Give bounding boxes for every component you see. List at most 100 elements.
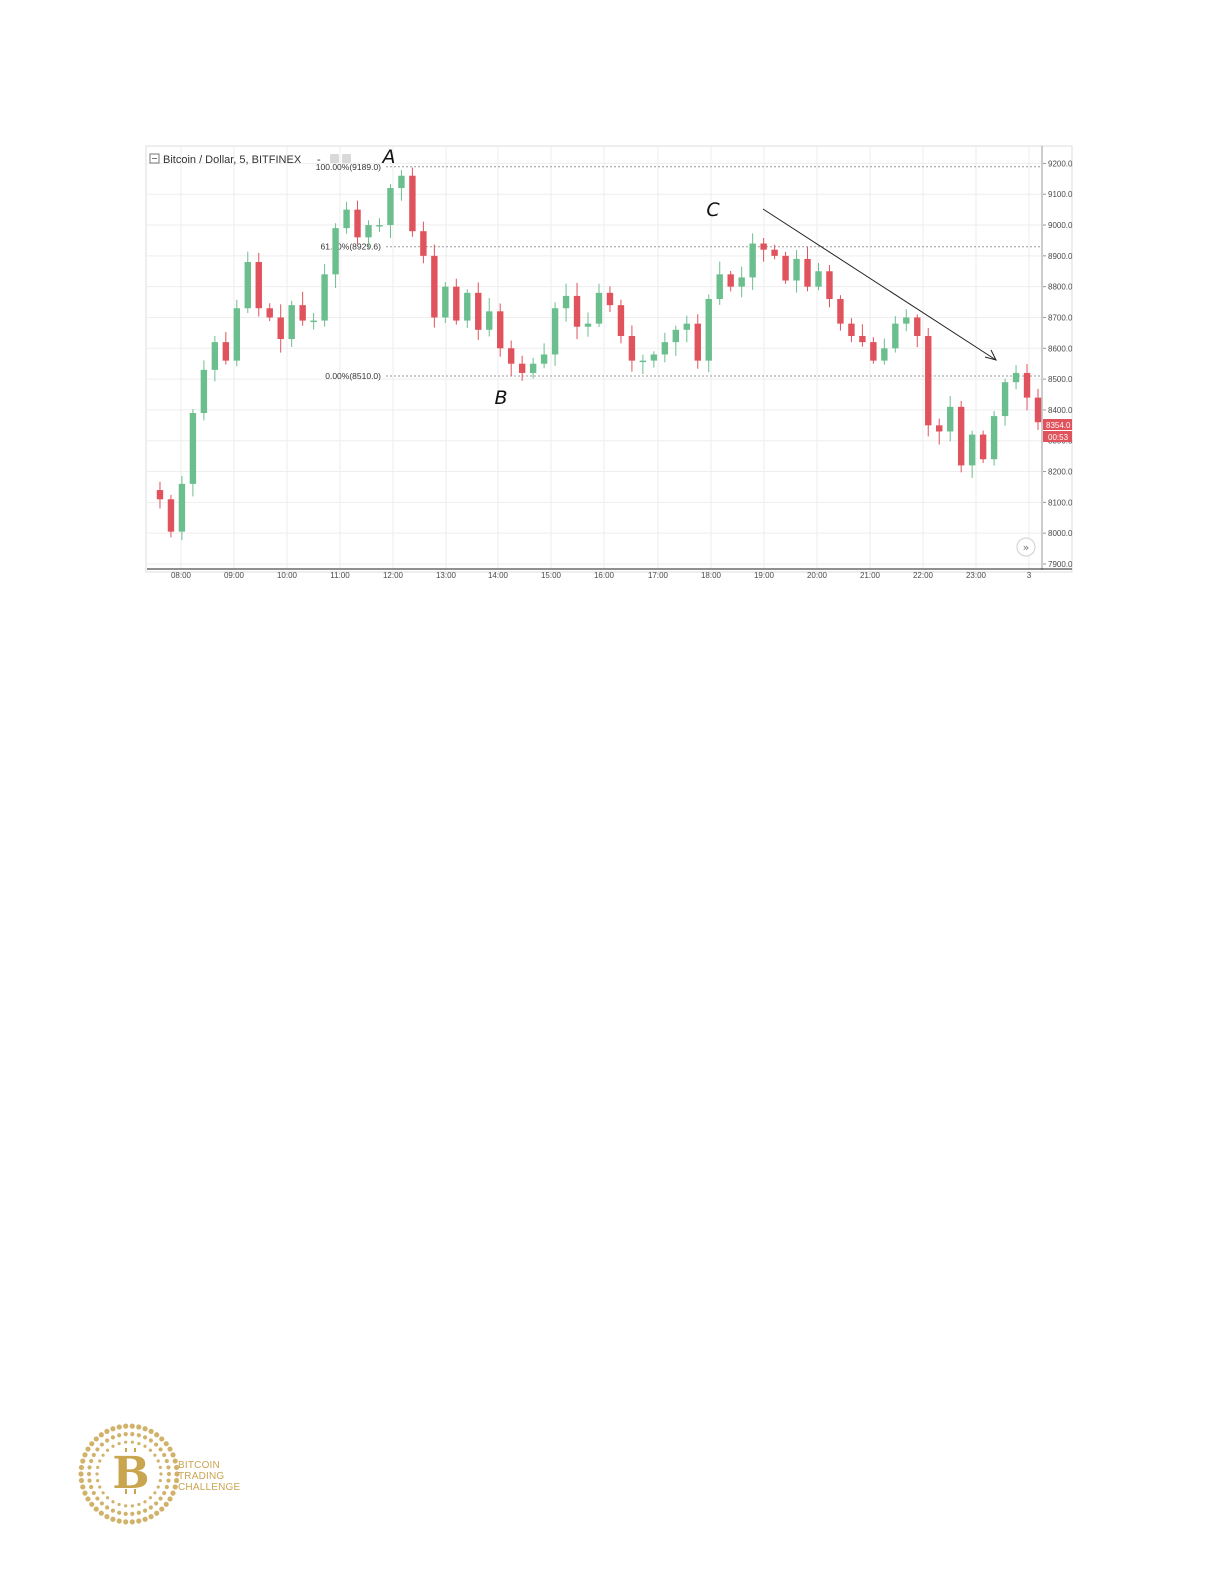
candle-body	[1023, 372, 1031, 398]
logo-dot	[153, 1453, 157, 1457]
candle-body	[365, 225, 372, 238]
candle-body	[398, 175, 405, 189]
wave-label-a: A	[381, 146, 396, 168]
x-tick-label: 14:00	[488, 571, 509, 580]
y-tick-label: 8800.0	[1048, 283, 1073, 292]
logo-dot	[164, 1458, 169, 1464]
logo-dot	[166, 1471, 172, 1477]
wave-label-b: B	[494, 387, 507, 409]
candle-body	[837, 298, 844, 324]
logo-dot	[162, 1490, 167, 1496]
logo-dot	[99, 1501, 105, 1506]
countdown-label: 00:53	[1048, 433, 1069, 442]
logo-dot	[166, 1465, 171, 1470]
candle-body	[892, 323, 899, 349]
logo-dot	[172, 1458, 178, 1464]
logo-dot	[110, 1516, 116, 1522]
logo-dot	[142, 1435, 148, 1440]
axes-layer: 08:00 09:00 10:00 11:00 12:00 13:00 14:00 15:00…	[147, 146, 1073, 580]
logo-dot	[110, 1435, 116, 1440]
x-tick-label: 20:00	[807, 571, 828, 580]
bitcoin-trading-challenge-logo: B BITCOIN TRADING CHALLENGE	[78, 1423, 241, 1525]
logo-dot	[163, 1501, 169, 1507]
candle-body	[409, 175, 416, 232]
chart-legend[interactable]: Bitcoin / Dollar, 5, BITFINEX -	[149, 153, 351, 166]
logo-dot	[80, 1458, 86, 1464]
scroll-to-realtime-button[interactable]: »	[1016, 537, 1036, 557]
legend-eye-icon[interactable]	[330, 154, 339, 163]
candle-body	[771, 249, 778, 256]
candle-body	[595, 292, 603, 324]
candle-body	[200, 369, 208, 414]
logo-dot	[137, 1502, 141, 1507]
candle-body	[233, 308, 241, 361]
candle-body	[189, 413, 197, 484]
logo-dot	[105, 1496, 110, 1500]
logo-dot	[98, 1485, 102, 1489]
x-tick-label: 13:00	[436, 571, 457, 580]
candle-body	[957, 406, 965, 466]
logo-dot	[158, 1465, 162, 1469]
logo-dot	[159, 1472, 163, 1476]
logo-dot	[173, 1477, 180, 1484]
logo-dot	[85, 1446, 91, 1452]
logo-dot	[95, 1447, 100, 1452]
candle-body	[1001, 382, 1009, 417]
fib-level-label: 0.00%(8510.0)	[325, 371, 381, 381]
logo-dot	[78, 1477, 85, 1484]
logo-dot	[95, 1472, 99, 1476]
candle-body	[661, 342, 669, 355]
logo-dot	[111, 1444, 115, 1448]
candle-body	[288, 305, 295, 340]
logo-dot	[124, 1504, 128, 1508]
collapse-icon[interactable]	[149, 153, 160, 164]
candle-body	[387, 188, 394, 226]
candle-body	[815, 271, 822, 287]
candle-body	[628, 335, 636, 361]
logo-dot	[123, 1423, 129, 1429]
candle-body	[617, 305, 625, 336]
candle-body	[321, 274, 328, 321]
logo-dot	[91, 1452, 96, 1458]
logo-dot	[167, 1446, 173, 1452]
candles-layer	[156, 167, 1042, 541]
candle-body	[453, 286, 460, 321]
x-tick-label: 11:00	[330, 571, 350, 580]
legend-settings-icon[interactable]	[342, 154, 351, 163]
candle-body	[354, 209, 361, 238]
logo-text-line-3: CHALLENGE	[178, 1482, 241, 1493]
logo-dot	[104, 1428, 110, 1434]
logo-dot	[89, 1458, 94, 1464]
logo-dot	[166, 1478, 171, 1483]
logo-dot	[159, 1436, 165, 1442]
candle-body	[255, 262, 262, 309]
candle-body	[518, 363, 526, 373]
x-tick-label: 10:00	[277, 571, 298, 580]
logo-dot	[116, 1424, 122, 1430]
logo-dot	[158, 1447, 163, 1452]
logo-dot	[80, 1484, 86, 1490]
logo-dot	[89, 1484, 94, 1490]
x-tick-label: 19:00	[754, 571, 775, 580]
logo-dot	[154, 1432, 160, 1438]
logo-text-line-1: BITCOIN	[178, 1460, 220, 1471]
y-tick-label: 8500.0	[1048, 375, 1073, 384]
logo-dot	[82, 1490, 88, 1496]
logo-dot	[104, 1514, 110, 1520]
candle-body	[683, 323, 690, 330]
logo-dot	[87, 1465, 92, 1470]
logo-dot	[136, 1518, 142, 1524]
candle-body	[639, 360, 647, 363]
scroll-button-circle	[1016, 537, 1036, 557]
chart-title: Bitcoin / Dollar, 5, BITFINEX	[163, 154, 302, 166]
logo-dot	[172, 1484, 178, 1490]
y-tick-label: 9100.0	[1048, 190, 1073, 199]
candle-body	[464, 292, 471, 321]
logo-dot	[111, 1500, 115, 1504]
candle-body	[178, 483, 186, 532]
logo-dot	[159, 1506, 165, 1512]
logo-dot	[148, 1448, 153, 1452]
chart-frame	[145, 145, 1073, 573]
logo-dot	[95, 1496, 100, 1501]
candle-body	[299, 305, 306, 321]
